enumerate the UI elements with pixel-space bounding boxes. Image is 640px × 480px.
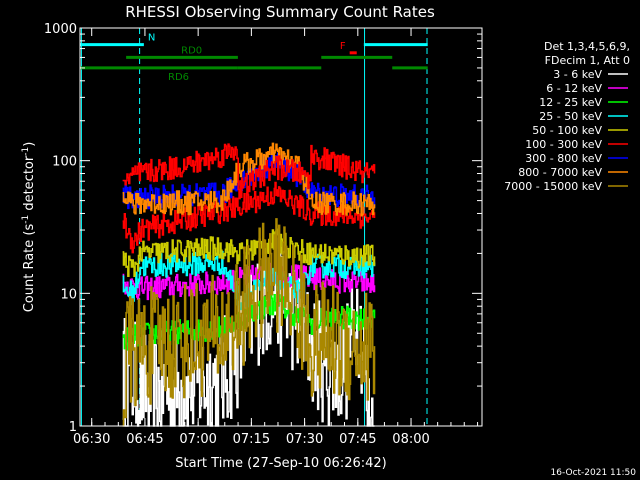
flag-label-n: N — [148, 33, 155, 44]
series-line-8 — [122, 218, 376, 427]
flag-bars: N RD0 RD6 F — [80, 33, 428, 83]
series-line-9 — [122, 143, 376, 200]
legend-label-7: 800 - 7000 keV — [518, 166, 602, 179]
y-axis-label-exp2: -1 — [21, 147, 31, 156]
legend-label-6: 300 - 800 keV — [525, 152, 602, 165]
flag-label-rd0: RD0 — [181, 45, 202, 56]
y-axis-label-mid: detector — [22, 155, 37, 215]
y-axis-label-end: ) — [22, 142, 37, 147]
x-tick-label-3: 07:15 — [233, 432, 270, 447]
legend: Det 1,3,4,5,6,9,FDecim 1, Att 03 - 6 keV… — [504, 40, 630, 193]
legend-label-8: 7000 - 15000 keV — [504, 180, 602, 193]
series-lines — [122, 142, 376, 427]
x-axis-ticks: 06:30 06:45 07:00 07:15 07:30 07:45 08:00 — [73, 28, 479, 447]
y-tick-label-2: 100 — [52, 155, 77, 170]
x-tick-label-4: 07:30 — [286, 432, 323, 447]
x-tick-label-1: 06:45 — [126, 432, 163, 447]
x-tick-label-6: 08:00 — [392, 432, 429, 447]
plot-frame — [79, 27, 483, 427]
legend-label-4: 50 - 100 keV — [532, 124, 602, 137]
series-line-4 — [122, 228, 376, 277]
y-axis-label-main: Count Rate (s — [22, 224, 37, 313]
series-line-5 — [122, 181, 376, 254]
y-tick-label-0: 1 — [69, 420, 77, 435]
y-axis-label-exp1: -1 — [21, 215, 31, 224]
flag-label-rd6: RD6 — [168, 72, 189, 83]
legend-label-0: 3 - 6 keV — [553, 68, 602, 81]
y-axis-label: Count Rate (s-1 detector-1) — [21, 142, 37, 313]
x-tick-label-0: 06:30 — [73, 432, 110, 447]
x-axis-label: Start Time (27-Sep-10 06:26:42) — [175, 456, 386, 471]
y-axis-ticks: 1 10 100 1000 — [44, 22, 482, 435]
series-line-7 — [122, 142, 376, 217]
y-tick-label-3: 1000 — [44, 22, 77, 37]
y-tick-label-1: 10 — [60, 287, 77, 302]
legend-label-3: 25 - 50 keV — [539, 110, 602, 123]
timestamp: 16-Oct-2021 11:50 — [551, 468, 637, 478]
legend-header-0: Det 1,3,4,5,6,9, — [544, 40, 630, 53]
legend-header-1: FDecim 1, Att 0 — [545, 54, 630, 67]
chart-title: RHESSI Observing Summary Count Rates — [125, 3, 435, 21]
legend-label-2: 12 - 25 keV — [539, 96, 602, 109]
x-tick-label-2: 07:00 — [179, 432, 216, 447]
legend-label-1: 6 - 12 keV — [546, 82, 602, 95]
x-tick-label-5: 07:45 — [339, 432, 376, 447]
legend-label-5: 100 - 300 keV — [525, 138, 602, 151]
flag-label-f: F — [340, 41, 346, 52]
series-line-3 — [122, 250, 376, 311]
